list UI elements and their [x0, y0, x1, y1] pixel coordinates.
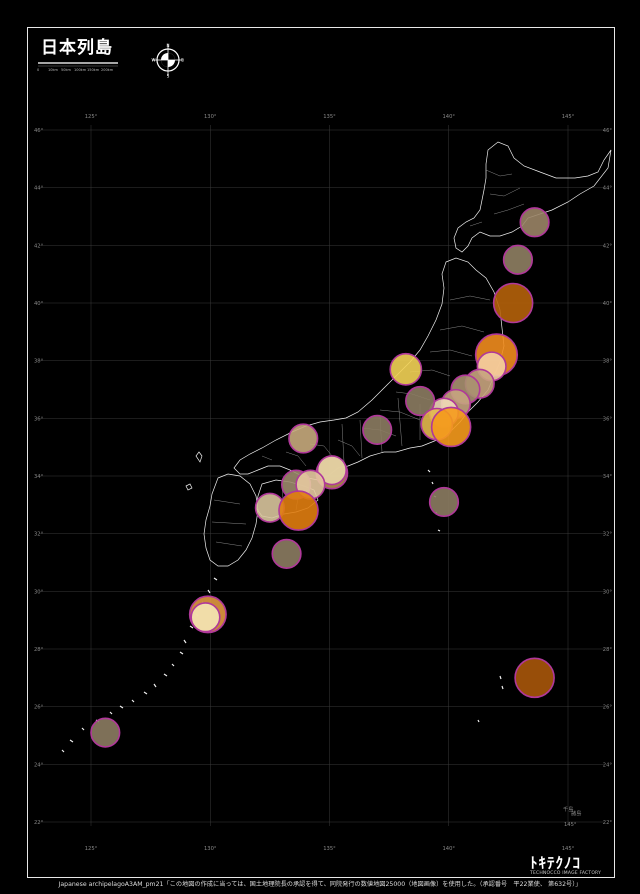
lon-tick-bottom: 130° [204, 846, 217, 852]
data-marker [389, 352, 423, 386]
data-marker [90, 717, 121, 748]
compass-icon: N S W E [152, 43, 185, 79]
kyushu-outline [203, 473, 259, 567]
data-markers [90, 207, 555, 748]
lat-tick-right: 22° [603, 820, 613, 826]
lat-tick-left: 30° [34, 589, 44, 595]
lat-tick-right: 46° [603, 128, 613, 134]
lat-tick-right: 24° [603, 762, 613, 768]
lon-tick-bottom: 125° [85, 846, 98, 852]
lat-tick-left: 32° [34, 532, 44, 538]
data-marker [271, 538, 302, 569]
lon-tick-top: 130° [204, 114, 217, 120]
lat-tick-right: 30° [603, 589, 613, 595]
map-frame [27, 27, 615, 878]
ogasawara-islands [477, 675, 504, 723]
lon-tick-top: 140° [443, 114, 456, 120]
lat-tick-right: 42° [603, 243, 613, 249]
tsushima [185, 451, 203, 491]
inset-labels: 145° 千島 諸島 [563, 805, 581, 828]
lat-tick-left: 34° [34, 474, 44, 480]
data-marker [519, 207, 550, 238]
lat-tick-left: 46° [34, 128, 44, 134]
data-marker [428, 486, 460, 518]
lat-tick-left: 36° [34, 416, 44, 422]
lat-tick-left: 28° [34, 647, 44, 653]
scale-label-4: 150km [87, 68, 100, 72]
scale-label-3: 100km [74, 68, 87, 72]
compass-e: E [181, 58, 184, 63]
data-marker [362, 414, 393, 445]
data-marker [316, 455, 347, 486]
data-marker [502, 244, 534, 275]
scale-label-0: 0 [37, 68, 39, 72]
data-marker [288, 423, 319, 454]
lat-tick-right: 36° [603, 416, 613, 422]
lon-tick-bottom: 140° [443, 846, 456, 852]
lat-tick-left: 26° [34, 705, 44, 711]
kyushu-borders [211, 499, 247, 547]
hokkaido-inner [469, 169, 525, 227]
lat-tick-right: 38° [603, 359, 613, 365]
compass-s: S [167, 74, 170, 79]
lat-tick-left: 42° [34, 243, 44, 249]
scale-label-2: 50km [61, 68, 71, 72]
compass-w: W [152, 58, 156, 63]
lon-tick-bottom: 135° [323, 846, 336, 852]
honshu-prefectures [261, 295, 491, 467]
data-marker [405, 385, 436, 417]
lat-tick-left: 24° [34, 762, 44, 768]
brand-logo: ﾄｷﾃｸﾉｺ TECHNOCCO IMAGE FACTORY [530, 854, 602, 877]
data-marker [430, 406, 472, 448]
scale-bar: 0 10km 50km 100km 150km 200km [37, 62, 118, 72]
scale-label-5: 200km [101, 68, 114, 72]
data-marker [492, 282, 534, 324]
inset-label-1: 千島 [563, 805, 573, 813]
lat-tick-right: 26° [603, 705, 613, 711]
compass-n: N [167, 43, 170, 48]
data-marker [190, 602, 221, 633]
lon-tick-top: 125° [85, 114, 98, 120]
lat-tick-right: 40° [603, 301, 613, 307]
data-marker [278, 490, 319, 531]
lat-tick-left: 22° [34, 820, 44, 826]
lon-tick-top: 145° [562, 114, 575, 120]
lon-tick-top: 135° [323, 114, 336, 120]
lat-tick-right: 28° [603, 647, 613, 653]
data-marker [514, 657, 555, 699]
lat-tick-left: 44° [34, 186, 44, 192]
lat-tick-left: 40° [34, 301, 44, 307]
graticule: 125°125°130°130°135°135°140°140°145°145°… [34, 114, 612, 852]
copyright-footer: Japanese archipelagoA3AM_pm21「この地図の作成に当っ… [58, 881, 582, 888]
lat-tick-right: 34° [603, 474, 613, 480]
logo-main-text: ﾄｷﾃｸﾉｺ [530, 854, 582, 872]
lat-tick-left: 38° [34, 359, 44, 365]
lon-tick-bottom: 145° [562, 846, 575, 852]
lat-tick-right: 32° [603, 532, 613, 538]
lat-tick-right: 44° [603, 186, 613, 192]
logo-sub-text: TECHNOCCO IMAGE FACTORY [530, 871, 602, 876]
map-title: 日本列島 [41, 38, 113, 58]
inset-label-2: 諸島 [571, 809, 581, 817]
scale-label-1: 10km [48, 68, 58, 72]
inset-label-lon: 145° [564, 822, 577, 828]
